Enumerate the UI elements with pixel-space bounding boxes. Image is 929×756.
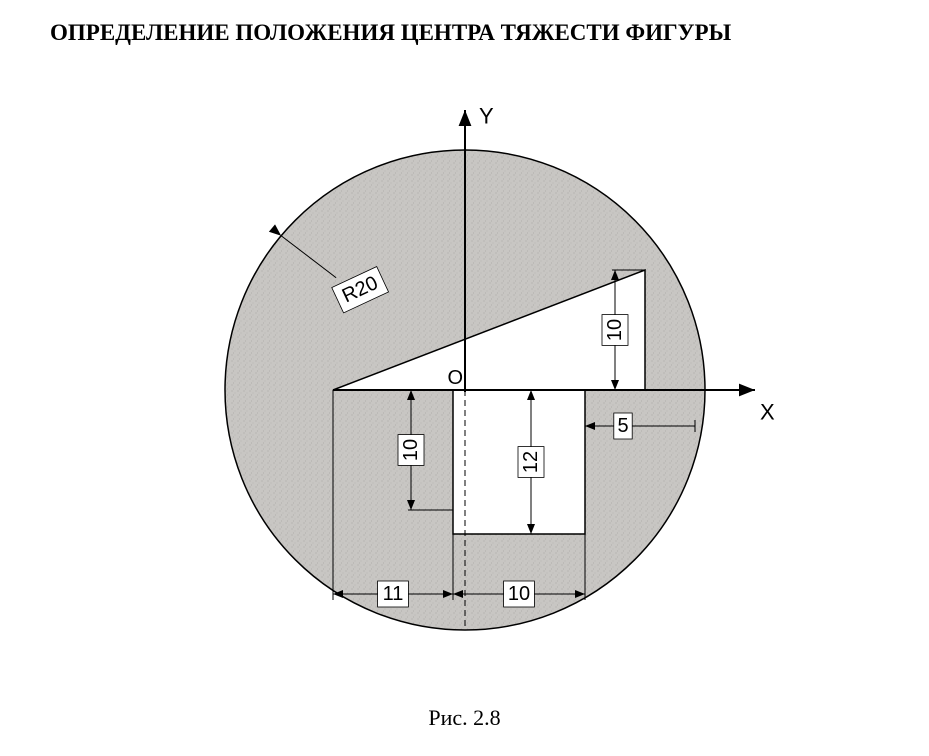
- svg-text:12: 12: [520, 451, 542, 473]
- svg-text:X: X: [760, 400, 775, 425]
- figure-caption: Рис. 2.8: [0, 705, 929, 731]
- figure-area: XYO10121011105R20: [165, 90, 785, 675]
- svg-text:Y: Y: [479, 104, 494, 129]
- diagram-svg: XYO10121011105R20: [165, 90, 785, 670]
- svg-text:11: 11: [383, 583, 404, 605]
- page: ОПРЕДЕЛЕНИЕ ПОЛОЖЕНИЯ ЦЕНТРА ТЯЖЕСТИ ФИГ…: [0, 0, 929, 756]
- svg-text:O: O: [447, 367, 463, 389]
- svg-text:10: 10: [400, 439, 422, 461]
- svg-text:10: 10: [604, 319, 626, 341]
- svg-text:10: 10: [508, 583, 530, 605]
- page-title: ОПРЕДЕЛЕНИЕ ПОЛОЖЕНИЯ ЦЕНТРА ТЯЖЕСТИ ФИГ…: [50, 20, 731, 46]
- svg-text:5: 5: [617, 415, 628, 437]
